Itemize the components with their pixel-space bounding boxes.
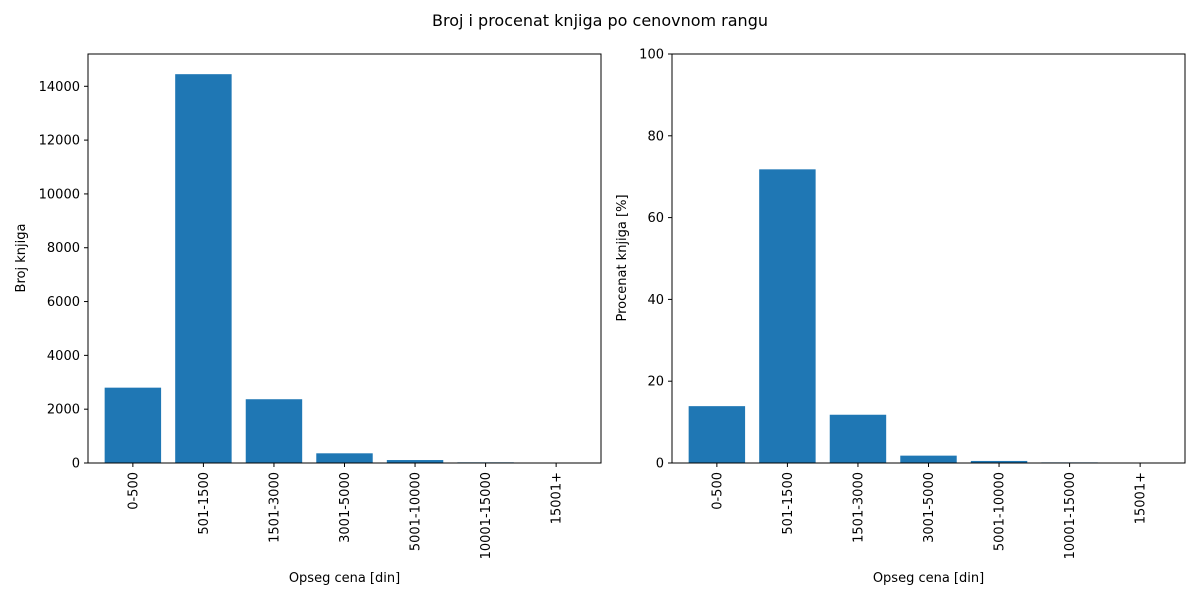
y-tick-label: 14000: [39, 80, 80, 95]
bar-0-500: [688, 406, 746, 463]
y-tick-label: 8000: [47, 241, 80, 256]
plot-frame: [671, 53, 1186, 464]
y-tick-label: 6000: [47, 295, 80, 310]
x-tick-label: 15001+: [1134, 472, 1149, 524]
x-tick-label: 1501-3000: [267, 472, 282, 543]
y-tick-label: 20: [647, 375, 664, 390]
bar-5001-10000: [386, 460, 444, 463]
bar-3001-5000: [900, 455, 957, 463]
y-tick-label: 10000: [39, 187, 80, 202]
x-tick-label: 5001-10000: [993, 472, 1008, 551]
bar-1501-3000: [245, 399, 303, 463]
bar-501-1500: [175, 74, 232, 464]
y-axis-label: Broj knjiga: [14, 224, 29, 293]
x-tick-label: 3001-5000: [922, 472, 937, 543]
y-tick-label: 80: [647, 129, 664, 144]
y-tick-label: 40: [647, 293, 664, 308]
bar-1501-3000: [829, 414, 887, 463]
x-tick-label: 15001+: [550, 472, 565, 524]
bar-3001-5000: [316, 453, 373, 463]
x-axis-label: Opseg cena [din]: [289, 571, 400, 586]
y-tick-label: 12000: [39, 134, 80, 149]
figure-title: Broj i procenat knjiga po cenovnom rangu: [432, 11, 768, 30]
plot-frame: [87, 53, 602, 464]
chart-percent: 0 20 40 60 80 100 0-500 501-1500 1501-3000 3001-5…: [615, 48, 1186, 586]
x-tick-label: 0-500: [126, 472, 141, 510]
y-tick-label: 60: [647, 211, 664, 226]
y-tick-label: 100: [639, 48, 664, 63]
y-tick-label: 4000: [47, 349, 80, 364]
bar-0-500: [104, 387, 162, 463]
x-tick-label: 10001-15000: [1063, 472, 1078, 559]
x-tick-label: 501-1500: [781, 472, 796, 535]
x-tick-label: 3001-5000: [338, 472, 353, 543]
y-tick-label: 0: [72, 457, 80, 472]
y-tick-label: 2000: [47, 403, 80, 418]
bar-5001-10000: [970, 460, 1028, 463]
x-tick-label: 1501-3000: [851, 472, 866, 543]
y-tick-label: 0: [656, 457, 664, 472]
x-tick-label: 501-1500: [197, 472, 212, 535]
x-tick-label: 0-500: [710, 472, 725, 510]
y-axis-label: Procenat knjiga [%]: [615, 194, 630, 321]
bar-501-1500: [759, 169, 816, 463]
x-axis-label: Opseg cena [din]: [873, 571, 984, 586]
x-tick-label: 5001-10000: [409, 472, 424, 551]
chart-count: 0 2000 4000 6000 8000 10000 12000 14000 0-500 501…: [14, 53, 602, 586]
x-tick-label: 10001-15000: [479, 472, 494, 559]
